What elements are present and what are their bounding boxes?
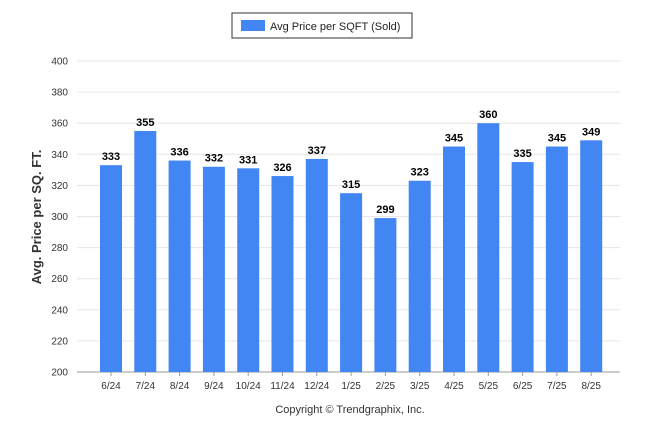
data-label: 333	[102, 151, 120, 163]
y-tick-label: 320	[51, 181, 68, 192]
bar[interactable]	[168, 160, 191, 372]
y-tick-label: 280	[51, 243, 68, 254]
bar[interactable]	[374, 218, 397, 372]
data-label: 323	[411, 167, 429, 179]
bar[interactable]	[237, 168, 260, 372]
x-tick-label: 1/25	[341, 381, 361, 392]
y-tick-label: 200	[51, 368, 68, 379]
legend-label: Avg Price per SQFT (Sold)	[270, 21, 400, 33]
x-tick-label: 4/25	[444, 381, 464, 392]
x-tick-label: 6/25	[513, 381, 533, 392]
x-tick-label: 9/24	[204, 381, 224, 392]
bar[interactable]	[443, 146, 465, 372]
data-label: 345	[548, 133, 566, 145]
bar[interactable]	[580, 140, 603, 372]
x-tick-label: 8/25	[581, 381, 601, 392]
legend[interactable]: Avg Price per SQFT (Sold)	[231, 12, 413, 39]
y-tick-label: 380	[51, 88, 68, 99]
bar[interactable]	[545, 146, 568, 372]
x-tick-label: 7/24	[136, 381, 156, 392]
bar[interactable]	[408, 180, 431, 372]
copyright-footer: Copyright © Trendgraphix, Inc.	[275, 404, 424, 416]
data-label: 337	[308, 145, 326, 157]
data-label: 299	[376, 204, 394, 216]
y-axis-ticks: 200 220 240 260 280 300 320 340 360 380 400	[51, 57, 68, 379]
data-label: 345	[445, 133, 463, 145]
x-tick-label: 8/24	[170, 381, 190, 392]
y-tick-label: 260	[51, 274, 68, 285]
x-tick-label: 10/24	[236, 381, 261, 392]
y-tick-label: 220	[51, 336, 68, 347]
y-tick-label: 400	[51, 57, 68, 68]
data-label: 360	[479, 109, 497, 121]
x-tick-label: 12/24	[304, 381, 329, 392]
bar[interactable]	[134, 130, 157, 372]
x-tick-label: 6/24	[101, 381, 121, 392]
y-tick-label: 300	[51, 212, 68, 223]
y-tick-label: 340	[51, 150, 68, 161]
x-tick-label: 11/24	[270, 381, 295, 392]
bar[interactable]	[477, 123, 500, 372]
bar[interactable]	[271, 176, 294, 372]
legend-swatch	[241, 20, 265, 31]
data-label: 331	[239, 154, 257, 166]
x-axis-ticks: 6/24 7/24 8/24 9/24 10/24 11/24 12/24 1/25 2/25 3…	[101, 372, 601, 392]
data-label: 336	[170, 147, 188, 159]
bar[interactable]	[340, 193, 363, 372]
data-label: 332	[205, 153, 223, 165]
bars	[100, 123, 603, 372]
y-tick-label: 360	[51, 119, 68, 130]
y-axis-label: Avg. Price per SQ. FT.	[29, 150, 44, 285]
y-tick-label: 240	[51, 305, 68, 316]
data-label: 315	[342, 179, 360, 191]
data-labels: 333 355 336 332 331 326 337 315 299 323 345 360 335 3…	[102, 109, 601, 216]
x-tick-label: 5/25	[479, 381, 499, 392]
data-label: 335	[513, 148, 531, 160]
x-tick-label: 2/25	[376, 381, 396, 392]
bar[interactable]	[305, 158, 328, 372]
data-label: 349	[582, 126, 600, 138]
data-label: 326	[273, 162, 291, 174]
x-tick-label: 3/25	[410, 381, 430, 392]
bar[interactable]	[511, 162, 534, 372]
bar[interactable]	[100, 165, 122, 372]
bar[interactable]	[202, 166, 225, 372]
data-label: 355	[136, 117, 154, 129]
x-tick-label: 7/25	[547, 381, 567, 392]
